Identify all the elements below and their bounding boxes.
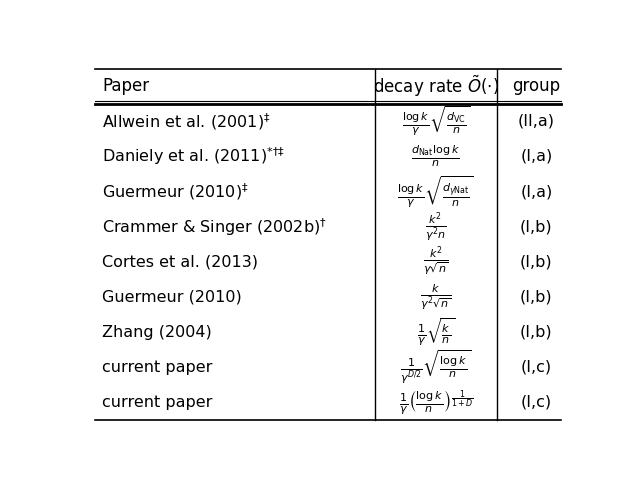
Text: (I,b): (I,b): [520, 324, 552, 339]
Text: Guermeur (2010): Guermeur (2010): [102, 289, 242, 304]
Text: $\frac{1}{\gamma}\sqrt{\frac{k}{n}}$: $\frac{1}{\gamma}\sqrt{\frac{k}{n}}$: [417, 316, 455, 348]
Text: $\frac{\log k}{\gamma}\sqrt{\frac{d_{\mathrm{VC}}}{n}}$: $\frac{\log k}{\gamma}\sqrt{\frac{d_{\ma…: [402, 105, 470, 138]
Text: Crammer & Singer (2002b)$^{\dagger}$: Crammer & Singer (2002b)$^{\dagger}$: [102, 216, 327, 238]
Text: decay rate $\tilde{O}(\cdot)$: decay rate $\tilde{O}(\cdot)$: [372, 73, 499, 99]
Text: (I,c): (I,c): [521, 360, 552, 374]
Text: (I,b): (I,b): [520, 254, 552, 269]
Text: (I,a): (I,a): [520, 184, 552, 199]
Text: $\frac{1}{\gamma}\left(\frac{\log k}{n}\right)^{\frac{1}{1+D}}$: $\frac{1}{\gamma}\left(\frac{\log k}{n}\…: [399, 388, 473, 417]
Text: (II,a): (II,a): [518, 114, 555, 129]
Text: $\frac{d_{\mathrm{Nat}} \log k}{n}$: $\frac{d_{\mathrm{Nat}} \log k}{n}$: [412, 144, 460, 169]
Text: current paper: current paper: [102, 360, 212, 374]
Text: current paper: current paper: [102, 395, 212, 410]
Text: Zhang (2004): Zhang (2004): [102, 324, 212, 339]
Text: (I,a): (I,a): [520, 149, 552, 164]
Text: $\frac{\log k}{\gamma}\sqrt{\frac{d_{\gamma\mathrm{Nat}}}{n}}$: $\frac{\log k}{\gamma}\sqrt{\frac{d_{\ga…: [397, 174, 474, 209]
Text: Daniely et al. (2011)$^{*{\dagger}{\ddagger}}$: Daniely et al. (2011)$^{*{\dagger}{\ddag…: [102, 145, 285, 168]
Text: (I,b): (I,b): [520, 219, 552, 234]
Text: (I,c): (I,c): [521, 395, 552, 410]
Text: $\frac{k}{\gamma^2\sqrt{n}}$: $\frac{k}{\gamma^2\sqrt{n}}$: [420, 282, 452, 312]
Text: Paper: Paper: [102, 77, 150, 95]
Text: Allwein et al. (2001)$^{\ddagger}$: Allwein et al. (2001)$^{\ddagger}$: [102, 111, 271, 132]
Text: $\frac{1}{\gamma^{D/2}}\sqrt{\frac{\log k}{n}}$: $\frac{1}{\gamma^{D/2}}\sqrt{\frac{\log …: [400, 348, 472, 386]
Text: $\frac{k^2}{\gamma^2 n}$: $\frac{k^2}{\gamma^2 n}$: [425, 210, 447, 243]
Text: Guermeur (2010)$^{\ddagger}$: Guermeur (2010)$^{\ddagger}$: [102, 181, 249, 202]
Text: $\frac{k^2}{\gamma\sqrt{n}}$: $\frac{k^2}{\gamma\sqrt{n}}$: [423, 245, 449, 278]
Text: (I,b): (I,b): [520, 289, 552, 304]
Text: group: group: [512, 77, 561, 95]
Text: Cortes et al. (2013): Cortes et al. (2013): [102, 254, 259, 269]
